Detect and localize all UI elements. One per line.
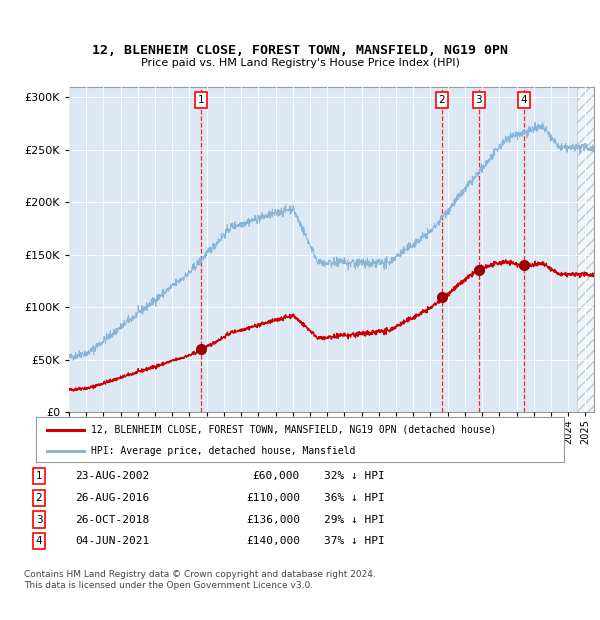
Text: 2: 2 [35, 493, 43, 503]
Text: 4: 4 [35, 536, 43, 546]
Text: 23-AUG-2002: 23-AUG-2002 [75, 471, 149, 481]
Text: Contains HM Land Registry data © Crown copyright and database right 2024.: Contains HM Land Registry data © Crown c… [24, 570, 376, 578]
Text: 26-OCT-2018: 26-OCT-2018 [75, 515, 149, 525]
Text: £140,000: £140,000 [246, 536, 300, 546]
Text: 4: 4 [520, 95, 527, 105]
Text: £60,000: £60,000 [253, 471, 300, 481]
Text: 3: 3 [35, 515, 43, 525]
Text: 3: 3 [476, 95, 482, 105]
Text: £110,000: £110,000 [246, 493, 300, 503]
Text: 1: 1 [35, 471, 43, 481]
Text: 2: 2 [439, 95, 445, 105]
Text: Price paid vs. HM Land Registry's House Price Index (HPI): Price paid vs. HM Land Registry's House … [140, 58, 460, 68]
Text: 37% ↓ HPI: 37% ↓ HPI [324, 536, 385, 546]
Text: 32% ↓ HPI: 32% ↓ HPI [324, 471, 385, 481]
Text: 12, BLENHEIM CLOSE, FOREST TOWN, MANSFIELD, NG19 0PN (detached house): 12, BLENHEIM CLOSE, FOREST TOWN, MANSFIE… [91, 425, 497, 435]
Text: 36% ↓ HPI: 36% ↓ HPI [324, 493, 385, 503]
Text: HPI: Average price, detached house, Mansfield: HPI: Average price, detached house, Mans… [91, 446, 356, 456]
Text: 12, BLENHEIM CLOSE, FOREST TOWN, MANSFIELD, NG19 0PN: 12, BLENHEIM CLOSE, FOREST TOWN, MANSFIE… [92, 45, 508, 57]
Text: 1: 1 [197, 95, 204, 105]
Text: This data is licensed under the Open Government Licence v3.0.: This data is licensed under the Open Gov… [24, 581, 313, 590]
Text: 29% ↓ HPI: 29% ↓ HPI [324, 515, 385, 525]
Text: £136,000: £136,000 [246, 515, 300, 525]
Text: 04-JUN-2021: 04-JUN-2021 [75, 536, 149, 546]
Text: 26-AUG-2016: 26-AUG-2016 [75, 493, 149, 503]
